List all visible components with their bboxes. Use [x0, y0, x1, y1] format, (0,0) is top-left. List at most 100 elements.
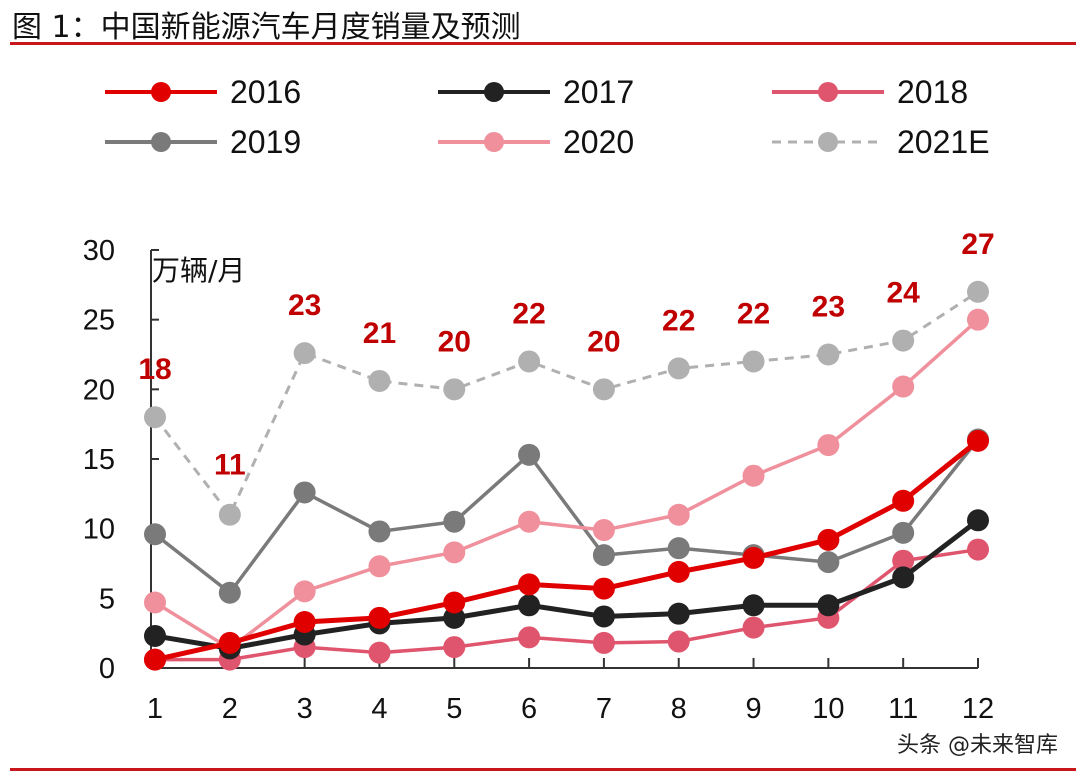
legend-marker-2020 — [484, 132, 504, 152]
data-point-2019 — [592, 544, 615, 567]
series-line-2017 — [154, 518, 980, 652]
data-point-2020 — [892, 375, 915, 398]
data-point-2019 — [667, 537, 690, 560]
data-point-2021E — [218, 503, 241, 526]
data-point-2021E — [592, 378, 615, 401]
data-point-2020 — [368, 555, 391, 578]
data-label: 27 — [961, 228, 994, 261]
legend-label-2017: 2017 — [563, 74, 634, 110]
watermark: 头条 @未来智库 — [897, 733, 1058, 758]
data-label: 20 — [438, 325, 471, 358]
data-label: 23 — [812, 291, 845, 324]
legend-label-2021E: 2021E — [897, 124, 990, 160]
data-point-2019 — [817, 551, 840, 574]
legend-label-2019: 2019 — [230, 124, 301, 160]
data-point-2018 — [892, 549, 915, 572]
x-tick-label: 12 — [962, 693, 994, 725]
series-line-2018 — [155, 547, 979, 662]
x-tick-label: 4 — [371, 693, 387, 725]
x-tick-label: 11 — [888, 693, 918, 725]
data-point-2017 — [892, 566, 915, 589]
x-tick-label: 8 — [671, 693, 687, 725]
data-point-2018 — [967, 538, 989, 561]
data-point-2016 — [967, 429, 989, 452]
data-point-2018 — [368, 641, 391, 664]
data-point-2019 — [144, 523, 166, 546]
data-point-2021E — [368, 369, 391, 392]
y-tick-label: 0 — [99, 653, 115, 685]
data-label: 23 — [288, 289, 321, 322]
y-tick-label: 5 — [99, 583, 115, 615]
data-point-2021E — [443, 378, 466, 401]
data-point-2018 — [518, 626, 541, 649]
legend-label-2018: 2018 — [897, 74, 968, 110]
data-point-2020 — [592, 519, 615, 542]
x-tick-label: 6 — [521, 693, 537, 725]
data-point-2020 — [817, 434, 840, 457]
data-point-2016 — [368, 606, 391, 629]
data-point-2020 — [518, 510, 541, 533]
data-point-2017 — [667, 602, 690, 625]
y-axis-label: 万辆/月 — [152, 254, 245, 287]
data-point-2021E — [967, 280, 989, 303]
data-point-2020 — [293, 580, 316, 603]
data-point-2016 — [293, 611, 316, 634]
data-point-2020 — [667, 503, 690, 526]
y-tick-label: 10 — [83, 514, 115, 546]
series-line-2021E — [153, 290, 979, 518]
x-tick-label: 5 — [446, 693, 462, 725]
data-point-2021E — [742, 350, 765, 373]
data-label: 24 — [886, 277, 920, 310]
bottom-rule — [10, 768, 1076, 771]
y-tick-label: 30 — [83, 235, 115, 267]
data-point-2019 — [368, 520, 391, 543]
data-point-2021E — [518, 350, 541, 373]
x-tick-label: 9 — [745, 693, 761, 725]
x-tick-label: 1 — [147, 693, 163, 725]
y-tick-label: 20 — [83, 374, 115, 406]
data-point-2021E — [817, 343, 840, 366]
data-point-2016 — [592, 577, 615, 600]
data-point-2021E — [892, 329, 915, 352]
data-point-2019 — [892, 521, 915, 544]
data-point-2017 — [443, 606, 466, 629]
data-point-2017 — [742, 594, 765, 617]
legend-marker-2018 — [818, 82, 838, 102]
data-point-2019 — [518, 443, 541, 466]
data-point-2016 — [817, 528, 840, 551]
data-label: 20 — [587, 325, 620, 358]
data-point-2020 — [144, 591, 166, 614]
legend-label-2016: 2016 — [230, 74, 301, 110]
data-point-2020 — [967, 308, 989, 331]
data-point-2018 — [443, 636, 466, 659]
data-point-2016 — [518, 573, 541, 596]
data-point-2017 — [592, 605, 615, 628]
data-point-2021E — [667, 357, 690, 380]
series-line-2016 — [154, 438, 980, 663]
data-point-2016 — [443, 591, 466, 614]
x-tick-label: 10 — [812, 693, 844, 725]
top-rule — [10, 42, 1076, 45]
data-point-2017 — [967, 509, 989, 532]
data-point-2016 — [218, 631, 241, 654]
legend-marker-2017 — [484, 82, 504, 102]
data-label: 11 — [214, 449, 246, 482]
data-point-2020 — [443, 541, 466, 564]
data-point-2019 — [293, 481, 316, 504]
data-label: 18 — [138, 353, 171, 386]
data-point-2016 — [892, 489, 915, 512]
data-label: 22 — [737, 297, 770, 330]
data-point-2021E — [144, 406, 166, 429]
series-line-2020 — [154, 318, 980, 651]
data-point-2019 — [218, 581, 241, 604]
legend-marker-2019 — [151, 132, 171, 152]
legend-marker-2021E — [818, 132, 838, 152]
data-label: 22 — [512, 297, 545, 330]
data-point-2018 — [742, 616, 765, 639]
data-point-2017 — [144, 624, 166, 647]
figure-title: 图 1：中国新能源汽车月度销量及预测 — [12, 10, 521, 45]
data-point-2020 — [742, 464, 765, 487]
data-label: 22 — [662, 304, 695, 337]
